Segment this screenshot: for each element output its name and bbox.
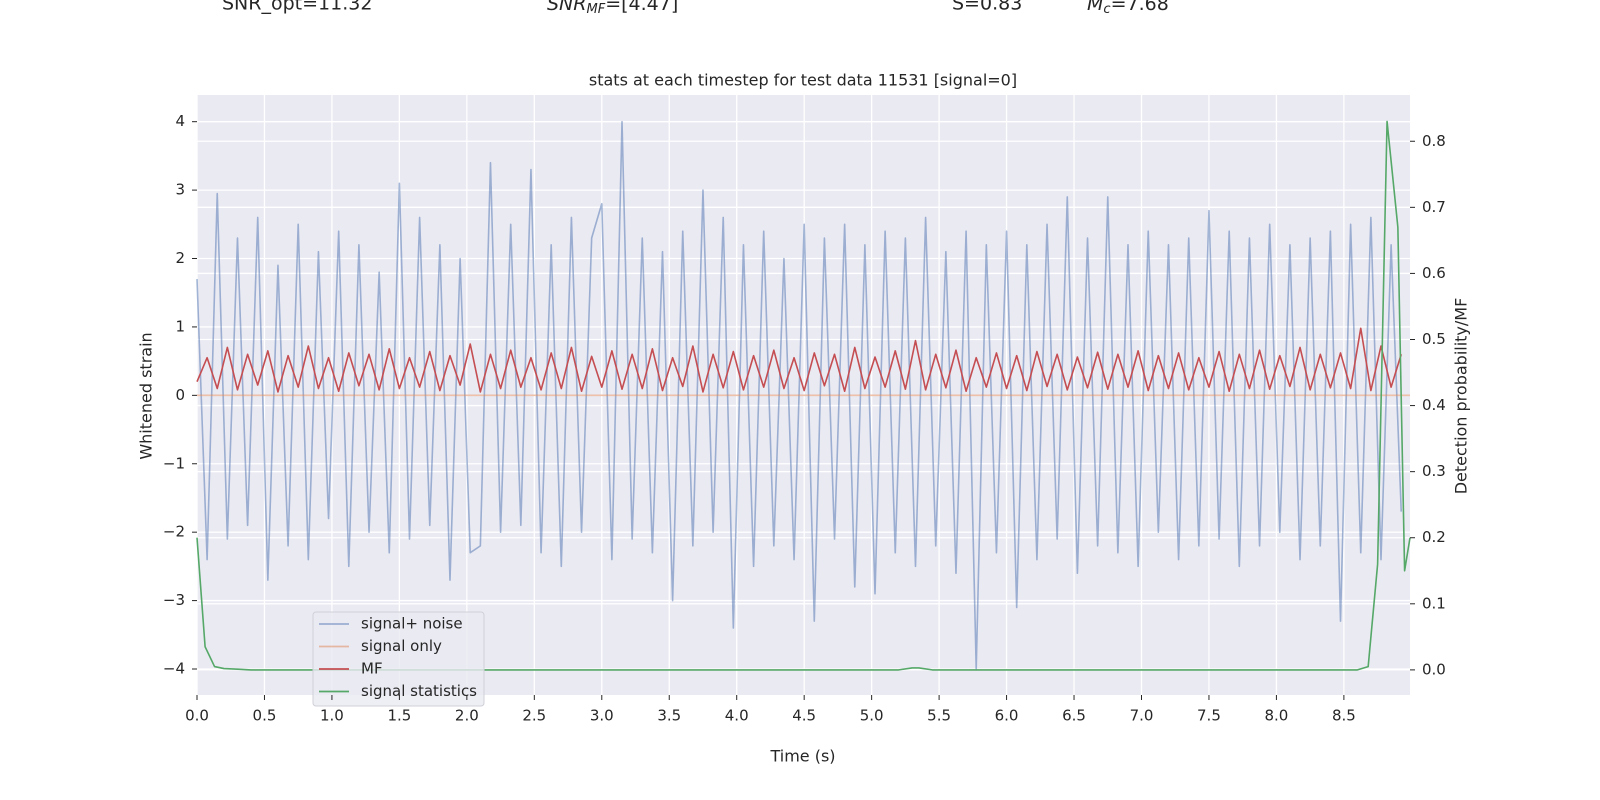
x-tick-label: 7.0 — [1130, 707, 1154, 725]
legend-label: MF — [361, 660, 383, 678]
annotation-part: SNR — [547, 0, 586, 15]
x-tick-label: 8.0 — [1264, 707, 1288, 725]
y2-axis-label: Detection probability/MF — [1452, 298, 1471, 495]
annotation: SNR_opt=11.32 — [222, 0, 372, 15]
y2-tick-label: 0.0 — [1422, 660, 1446, 678]
annotation-part: M — [1087, 0, 1103, 15]
x-tick-label: 1.0 — [320, 707, 344, 725]
y-tick-label: 0 — [175, 386, 185, 404]
annotations: SNR_opt=11.32 SNRMF=[4.47] S=0.83 Mc=7.68 — [222, 0, 1169, 17]
y-tick-label: −1 — [163, 454, 185, 472]
x-tick-label: 7.5 — [1197, 707, 1221, 725]
x-tick-label: 2.0 — [455, 707, 479, 725]
x-tick-label: 5.5 — [927, 707, 951, 725]
legend-label: signal statistics — [361, 682, 477, 700]
y2-tick-label: 0.2 — [1422, 528, 1446, 546]
x-axis-label: Time (s) — [769, 747, 835, 766]
annotation: Mc=7.68 — [1087, 0, 1169, 17]
annotation: S=0.83 — [952, 0, 1022, 15]
y-tick-label: −3 — [163, 591, 185, 609]
y2-tick-label: 0.7 — [1422, 198, 1446, 216]
series-line — [196, 120, 1403, 670]
series-line — [196, 120, 1411, 671]
y2-tick-label: 0.6 — [1422, 264, 1446, 282]
chart-title: stats at each timestep for test data 115… — [589, 71, 1017, 90]
x-tick-label: 3.5 — [657, 707, 681, 725]
x-tick-label: 8.5 — [1332, 707, 1356, 725]
marks — [196, 120, 1411, 671]
legend-box — [312, 611, 485, 707]
y2-tick-label: 0.3 — [1422, 462, 1446, 480]
x-tick-label: 4.0 — [725, 707, 749, 725]
y2-tick-label: 0.4 — [1422, 396, 1446, 414]
y-tick-label: −2 — [163, 523, 185, 541]
x-tick-label: 2.5 — [522, 707, 546, 725]
y-tick-label: −4 — [163, 660, 185, 678]
y-tick-label: 2 — [175, 249, 185, 267]
annotation-part: MF — [586, 2, 605, 17]
y-axis-label: Whitened strain — [137, 332, 156, 459]
annotation-part: c — [1103, 2, 1110, 17]
y2-tick-label: 0.5 — [1422, 330, 1446, 348]
x-tick-label: 0.0 — [185, 707, 209, 725]
x-tick-label: 6.5 — [1062, 707, 1086, 725]
series-line — [196, 327, 1402, 393]
annotation-part: =[4.47] — [605, 0, 678, 15]
y-tick-label: 1 — [175, 317, 185, 335]
legend-label: signal only — [361, 637, 442, 655]
annotation-part: =7.68 — [1111, 0, 1169, 15]
legend: signal+ noise signal only MF signal statist… — [312, 611, 485, 707]
x-tick-label: 1.5 — [387, 707, 411, 725]
y2-tick-label: 0.1 — [1422, 594, 1446, 612]
y-tick-label: 4 — [175, 112, 185, 130]
legend-label: signal+ noise — [361, 615, 463, 633]
x-tick-label: 3.0 — [590, 707, 614, 725]
y2-tick-label: 0.8 — [1422, 132, 1446, 150]
y-tick-label: 3 — [175, 181, 185, 199]
x-tick-label: 0.5 — [253, 707, 277, 725]
x-tick-label: 6.0 — [995, 707, 1019, 725]
x-tick-label: 4.5 — [792, 707, 816, 725]
x-tick-label: 5.0 — [860, 707, 884, 725]
annotation: SNRMF=[4.47] — [547, 0, 678, 17]
